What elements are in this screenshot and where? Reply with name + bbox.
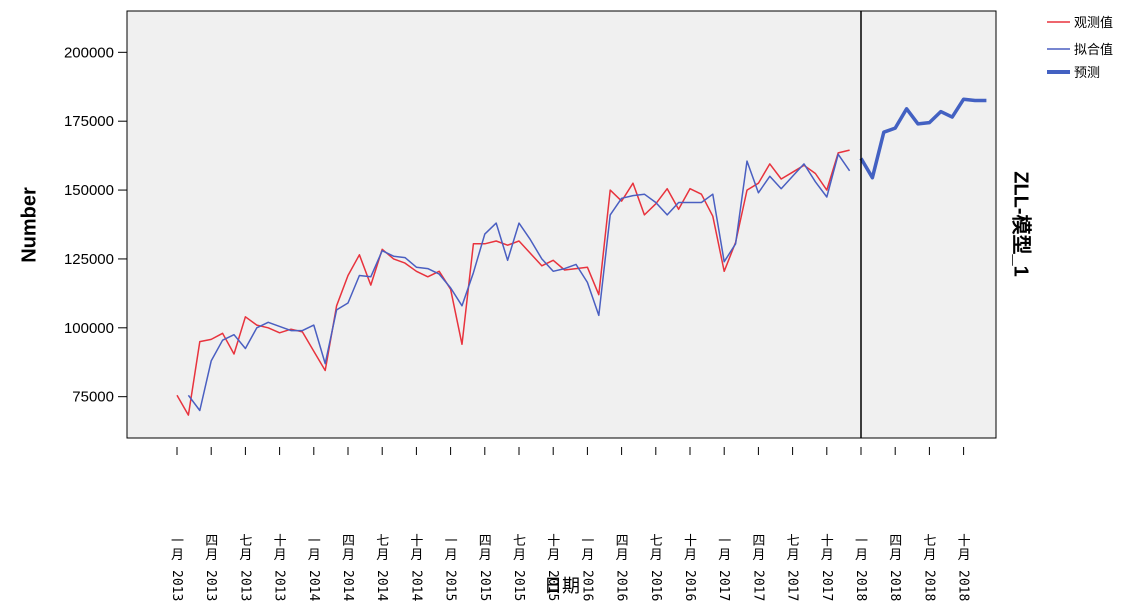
x-tick-label-month: 月 [445, 548, 458, 563]
x-tick-label-month: 月 [239, 548, 252, 563]
x-tick-label-month: 月 [479, 548, 492, 563]
x-tick-label-year: 2015 [511, 570, 526, 601]
x-tick-label-month: 四 [889, 534, 902, 549]
x-tick-label-month: 月 [684, 548, 697, 563]
x-tick-label-month: 十 [958, 534, 971, 549]
x-tick-label-year: 2014 [340, 570, 355, 601]
plot-area-background [127, 11, 996, 438]
x-tick-label-month: 一 [445, 534, 458, 549]
series-line-fitted [187, 153, 851, 412]
x-tick-label-year: 2016 [648, 570, 663, 601]
legend: 观测值 拟合值 预测 [1047, 15, 1113, 81]
x-tick-label-month: 月 [547, 548, 560, 563]
x-tick-label-month: 四 [479, 534, 492, 549]
x-tick-label-month: 一 [171, 534, 184, 549]
x-tick-label-month: 十 [684, 534, 697, 549]
x-tick-label-month: 月 [821, 548, 834, 563]
x-tick-label-month: 月 [616, 548, 629, 563]
x-tick-label-month: 七 [239, 534, 252, 549]
x-tick-label-year: 2018 [956, 570, 971, 601]
x-tick-label-year: 2015 [545, 570, 560, 601]
x-tick-label-month: 七 [923, 534, 936, 549]
series-layer [176, 97, 987, 416]
x-tick-label-year: 2015 [477, 570, 492, 601]
x-tick-label-month: 四 [205, 534, 218, 549]
x-tick-label-month: 月 [308, 548, 321, 563]
plot-area-frame [126, 10, 997, 439]
x-tick-label-month: 一 [718, 534, 731, 549]
legend-label-observed: 观测值 [1074, 15, 1113, 31]
x-tick-label-month: 一 [581, 534, 594, 549]
x-tick-label-year: 2017 [785, 570, 800, 601]
x-tick-label-month: 十 [410, 534, 423, 549]
x-tick-label-month: 月 [410, 548, 423, 563]
y-tick-label: 75000 [72, 389, 114, 406]
x-tick-label-month: 月 [342, 548, 355, 563]
x-axis-title: 日期 [544, 576, 580, 597]
x-tick-label-month: 七 [376, 534, 389, 549]
x-tick-label-month: 七 [787, 534, 800, 549]
y-tick-label: 200000 [64, 44, 114, 61]
x-tick-label-month: 月 [650, 548, 663, 563]
x-tick-label-year: 2017 [819, 570, 834, 601]
x-tick-label-month: 月 [513, 548, 526, 563]
x-tick-label-month: 月 [274, 548, 287, 563]
x-tick-label-year: 2016 [682, 570, 697, 601]
x-tick-label-month: 月 [718, 548, 731, 563]
x-tick-label-year: 2013 [203, 570, 218, 601]
x-tick-label-month: 一 [308, 534, 321, 549]
x-tick-label-month: 月 [889, 548, 902, 563]
x-tick-label-year: 2013 [237, 570, 252, 601]
y-axis-title: Number [18, 187, 40, 263]
x-tick-label-month: 十 [547, 534, 560, 549]
x-tick-label-month: 四 [752, 534, 765, 549]
x-tick-label-month: 四 [342, 534, 355, 549]
x-tick-label-month: 月 [376, 548, 389, 563]
x-tick-label-month: 一 [855, 534, 868, 549]
x-tick-label-month: 月 [752, 548, 765, 563]
y-tick-label: 125000 [64, 251, 114, 268]
x-tick-label-month: 七 [650, 534, 663, 549]
x-tick-label-month: 月 [923, 548, 936, 563]
x-tick-label-year: 2014 [374, 570, 389, 601]
x-tick-label-month: 十 [274, 534, 287, 549]
x-tick-label-month: 七 [513, 534, 526, 549]
x-axis: 一月2013四月2013七月2013十月2013一月2014四月2014七月20… [169, 447, 971, 601]
x-tick-label-year: 2014 [306, 570, 321, 601]
y-tick-label: 150000 [64, 182, 114, 199]
x-tick-label-month: 月 [787, 548, 800, 563]
x-tick-label-month: 月 [205, 548, 218, 563]
x-tick-label-year: 2016 [579, 570, 594, 601]
y-tick-label: 100000 [64, 320, 114, 337]
legend-label-forecast: 预测 [1074, 66, 1100, 81]
y-tick-label: 175000 [64, 113, 114, 130]
x-tick-label-month: 十 [821, 534, 834, 549]
y-axis: 75000 100000 125000 150000 175000 200000 [64, 44, 127, 406]
legend-label-fitted: 拟合值 [1074, 42, 1113, 58]
x-tick-label-month: 月 [855, 548, 868, 563]
series-line-forecast [859, 97, 987, 180]
x-tick-label-year: 2017 [750, 570, 765, 601]
x-tick-label-year: 2017 [716, 570, 731, 601]
x-tick-label-year: 2018 [853, 570, 868, 601]
x-tick-label-month: 月 [581, 548, 594, 563]
x-tick-label-year: 2018 [887, 570, 902, 601]
x-tick-label-month: 月 [171, 548, 184, 563]
x-tick-label-year: 2018 [921, 570, 936, 601]
x-tick-label-month: 月 [958, 548, 971, 563]
x-tick-label-year: 2013 [169, 570, 184, 601]
panel-label: ZLL-模型_1 [1010, 171, 1034, 277]
x-tick-label-year: 2016 [614, 570, 629, 601]
x-tick-label-month: 四 [616, 534, 629, 549]
x-tick-label-year: 2015 [443, 570, 458, 601]
x-tick-label-year: 2014 [408, 570, 423, 601]
x-tick-label-year: 2013 [272, 570, 287, 601]
